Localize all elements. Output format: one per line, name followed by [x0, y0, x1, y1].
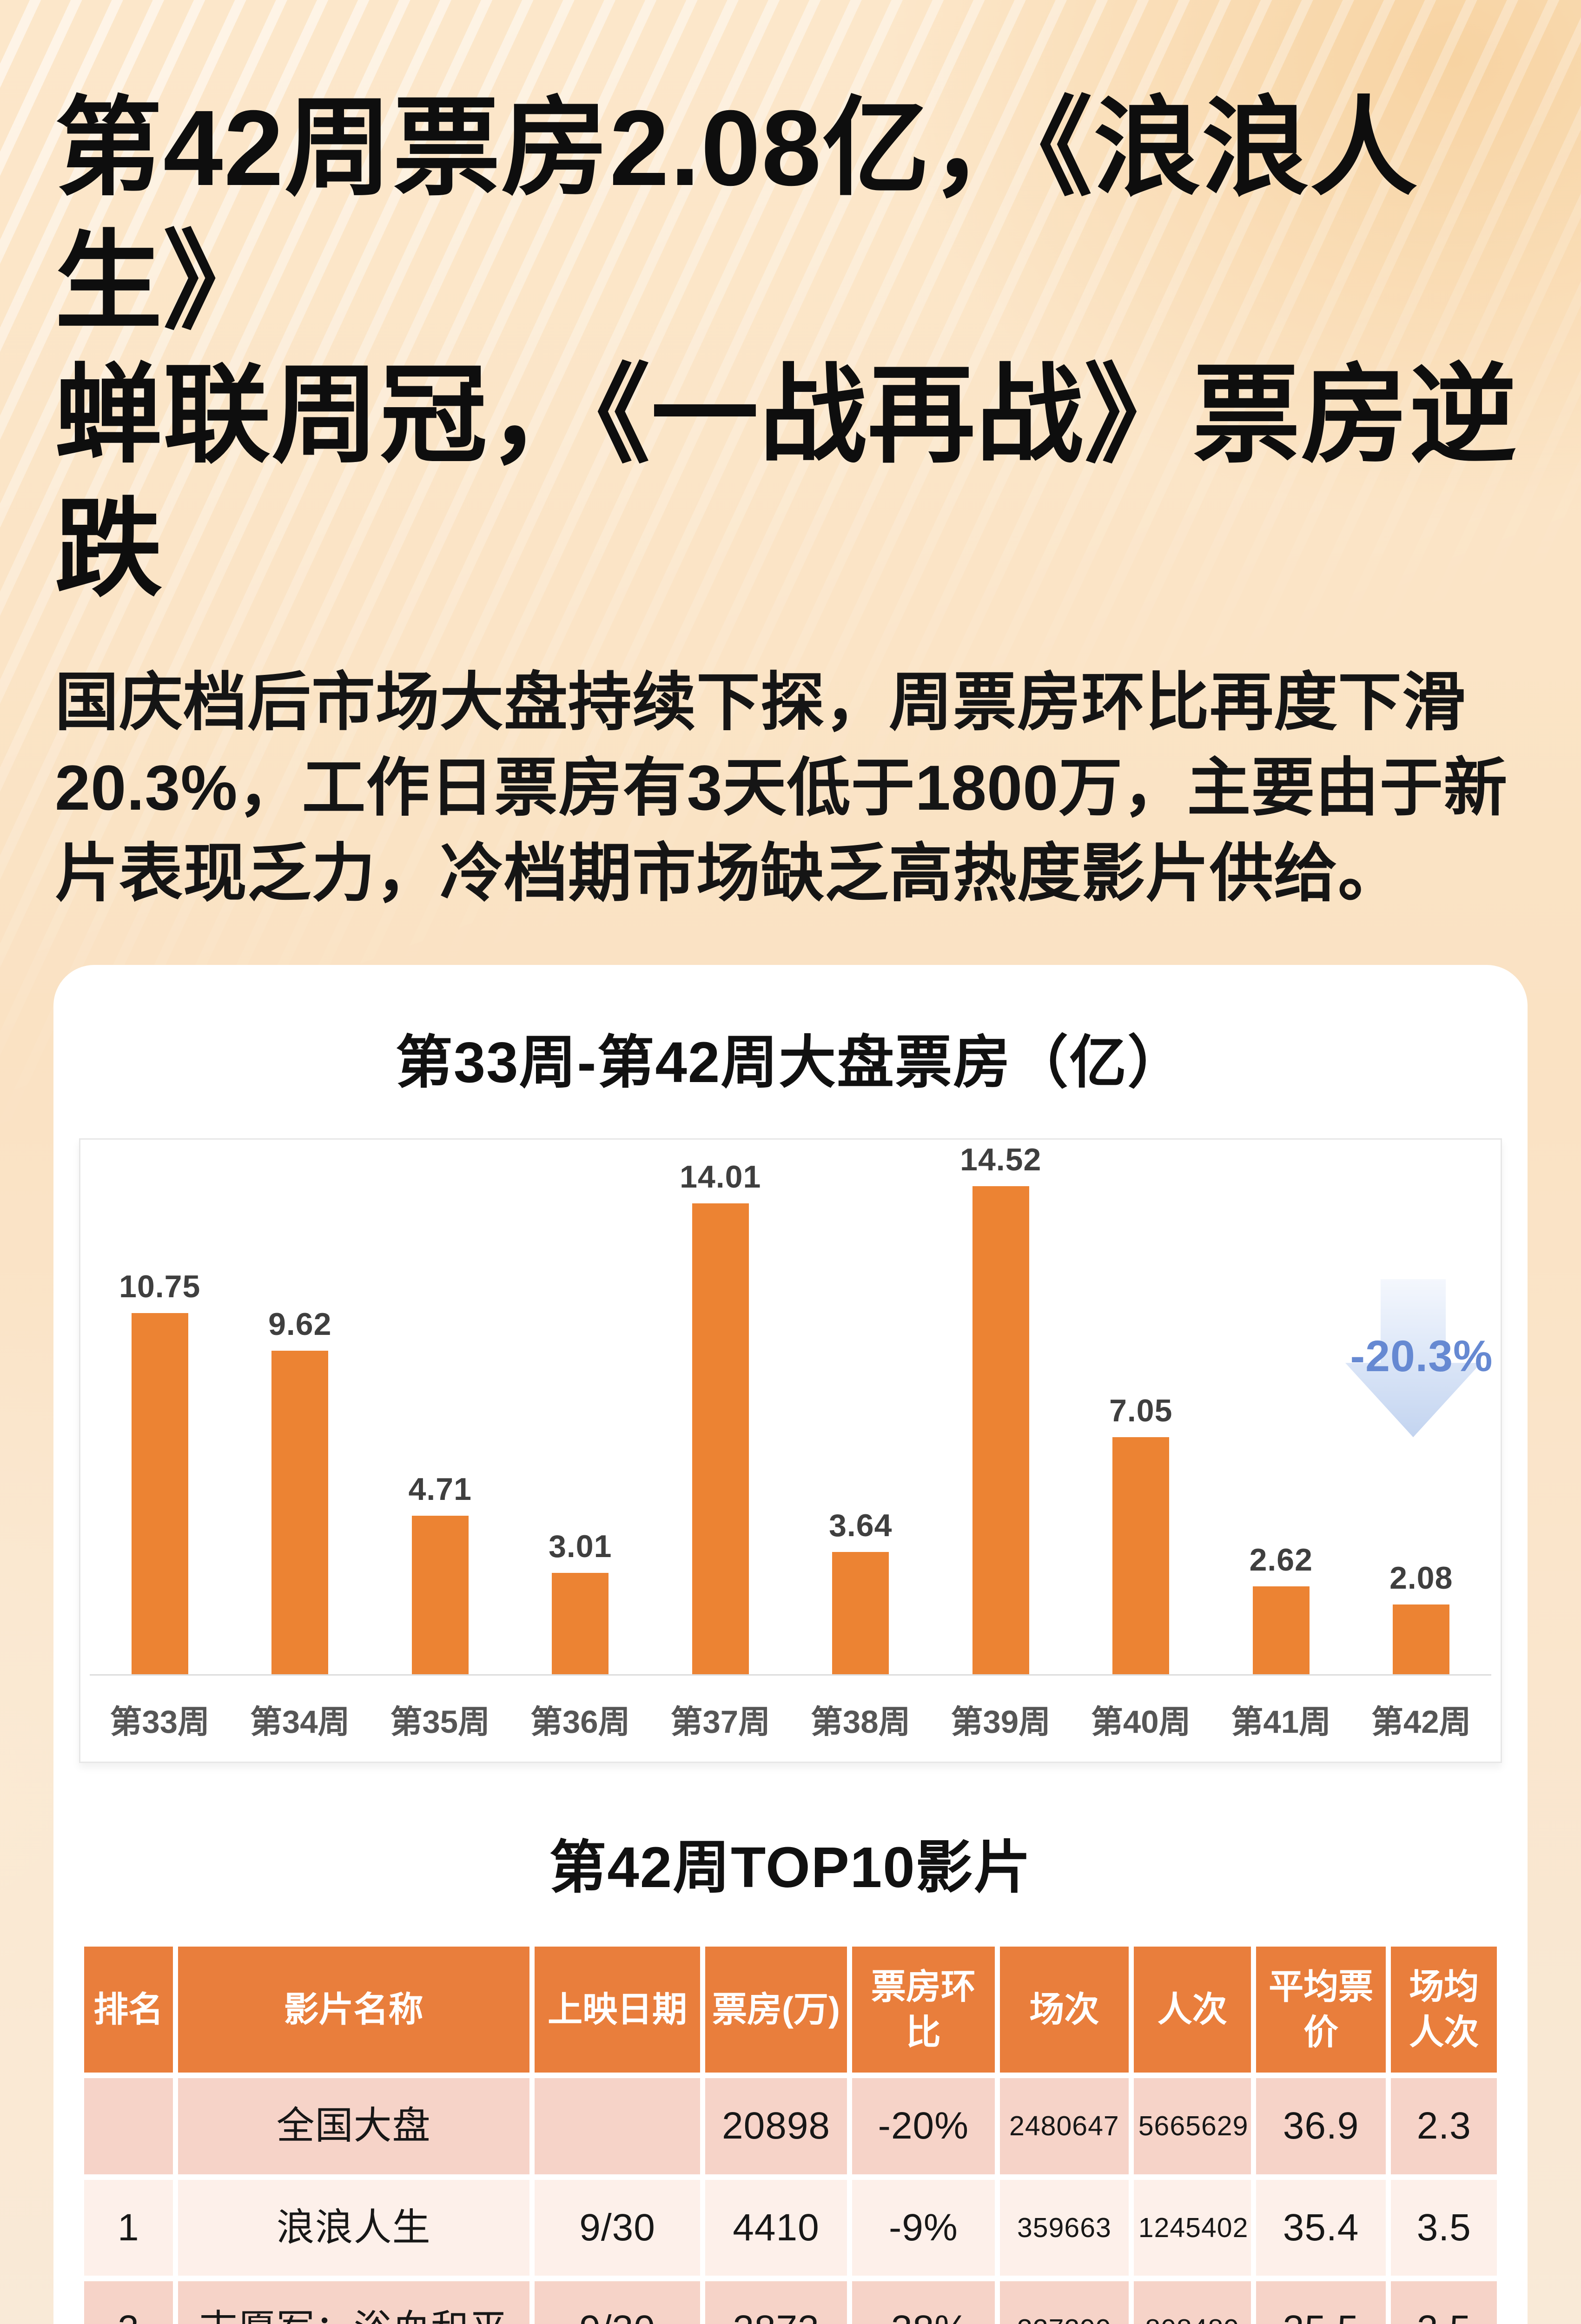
sessions-cell: 2480647 [1000, 2078, 1129, 2174]
x-axis-label: 第41周 [1231, 1703, 1331, 1740]
table-head: 排名 影片名称 上映日期 票房(万) 票房环比 场次 人次 平均票价 场均人次 [84, 1947, 1497, 2073]
movie-name-cell: 志愿军：浴血和平 [178, 2281, 529, 2324]
x-axis-label: 第37周 [670, 1703, 771, 1740]
x-axis-label: 第36周 [530, 1703, 630, 1740]
top10-table: 排名 影片名称 上映日期 票房(万) 票房环比 场次 人次 平均票价 场均人次 全国大盘 2089… [79, 1941, 1502, 2324]
boxoffice-cell: 20898 [705, 2078, 847, 2174]
bars-row: -20.3% 10.75 9.62 4.71 3.01 14.01 3.64 14.52 7.… [90, 1140, 1493, 1676]
column-header: 平均票价 [1256, 1947, 1386, 2073]
x-axis-label: 第38周 [810, 1703, 911, 1740]
admissions-cell: 1245402 [1133, 2179, 1251, 2276]
table-row: 全国大盘 20898 -20% 2480647 5665629 36.9 2.3 [84, 2078, 1497, 2174]
bar [1252, 1586, 1310, 1675]
bar-value-label: 7.05 [1109, 1393, 1173, 1429]
admissions-cell: 808489 [1133, 2281, 1251, 2324]
avg-admissions-cell: 2.5 [1391, 2281, 1497, 2324]
sessions-cell: 359663 [1000, 2179, 1129, 2276]
x-axis-label: 第40周 [1091, 1703, 1191, 1740]
bar-value-label: 10.75 [119, 1269, 201, 1305]
bar [832, 1552, 889, 1675]
release-date-cell [534, 2078, 701, 2174]
bar-value-label: 14.52 [960, 1142, 1042, 1178]
bar-value-label: 3.01 [549, 1529, 612, 1565]
table-body: 全国大盘 20898 -20% 2480647 5665629 36.9 2.3 1 浪浪人生 9… [84, 2078, 1497, 2324]
white-card: 第33周-第42周大盘票房（亿） -20.3% 10.75 9.62 4.71 3.0… [53, 965, 1528, 2324]
admissions-cell: 5665629 [1133, 2078, 1251, 2174]
bar-value-label: 3.64 [829, 1508, 893, 1544]
avg-admissions-cell: 3.5 [1391, 2179, 1497, 2276]
rank-number: 1 [117, 2206, 139, 2249]
bar-slot: 3.64 [791, 1507, 931, 1675]
bar-slot: 9.62 [230, 1306, 370, 1675]
x-axis-label: 第35周 [390, 1703, 490, 1740]
bar-slot: 3.01 [510, 1528, 651, 1675]
bar-slot: 2.62 [1211, 1542, 1351, 1675]
sessions-cell: 327299 [1000, 2281, 1129, 2324]
column-header: 影片名称 [178, 1947, 529, 2073]
bar-slot: 2.08 [1351, 1560, 1492, 1675]
bar-value-label: 4.71 [408, 1472, 472, 1507]
x-axis-label: 第33周 [110, 1703, 210, 1740]
boxoffice-cell: 2873 [705, 2281, 847, 2324]
bar [972, 1186, 1029, 1675]
release-date-cell: 9/30 [534, 2179, 701, 2276]
decline-annotation: -20.3% [1350, 1332, 1493, 1381]
bar-value-label: 2.62 [1249, 1542, 1313, 1578]
rank-cell: 1 [84, 2179, 173, 2276]
page-title-line1: 第42周票房2.08亿，《浪浪人生》 [55, 88, 1419, 342]
boxoffice-cell: 4410 [705, 2179, 847, 2276]
avg-price-cell: 35.4 [1256, 2179, 1386, 2276]
bar-value-label: 2.08 [1389, 1560, 1453, 1596]
wow-cell: -9% [852, 2179, 995, 2276]
bar-slot: 14.52 [931, 1142, 1071, 1675]
column-header: 上映日期 [534, 1947, 701, 2073]
column-header: 票房环比 [852, 1947, 995, 2073]
summary-paragraph: 国庆档后市场大盘持续下探，周票房环比再度下滑20.3%，工作日票房有3天低于18… [55, 667, 1508, 909]
bar-value-label: 9.62 [268, 1307, 332, 1342]
avg-price-cell: 35.5 [1256, 2281, 1386, 2324]
rank-cell [84, 2078, 173, 2174]
wow-cell: -20% [852, 2078, 995, 2174]
bar-chart: -20.3% 10.75 9.62 4.71 3.01 14.01 3.64 14.52 7.… [79, 1138, 1502, 1763]
bar-slot: 4.71 [370, 1471, 510, 1675]
movie-name-cell: 全国大盘 [178, 2078, 529, 2174]
column-header: 排名 [84, 1947, 173, 2073]
avg-price-cell: 36.9 [1256, 2078, 1386, 2174]
chart-title: 第33周-第42周大盘票房（亿） [395, 1031, 1186, 1095]
x-axis-label: 第34周 [250, 1703, 350, 1740]
page-title: 第42周票房2.08亿，《浪浪人生》 蝉联周冠，《一战再战》票房逆跌 [55, 81, 1526, 616]
rank-number: 2 [118, 2308, 139, 2324]
column-header: 场均人次 [1391, 1947, 1497, 2073]
bar [1112, 1437, 1170, 1675]
table-row: 2 志愿军：浴血和平9/302873-38%32729980848935.52.5 [84, 2281, 1497, 2324]
avg-admissions-cell: 2.3 [1391, 2078, 1497, 2174]
column-header: 人次 [1133, 1947, 1251, 2073]
bar-slot: 10.75 [90, 1268, 230, 1675]
column-header: 场次 [1000, 1947, 1129, 2073]
page-title-line2: 蝉联周冠，《一战再战》票房逆跌 [55, 355, 1518, 609]
table-header-row: 排名 影片名称 上映日期 票房(万) 票房环比 场次 人次 平均票价 场均人次 [84, 1947, 1497, 2073]
x-axis-label: 第39周 [951, 1703, 1051, 1740]
bar [131, 1313, 188, 1675]
table-row: 1 浪浪人生 9/30 4410 -9% 359663 1245402 35.4 3.5 [84, 2179, 1497, 2276]
release-date-cell: 9/30 [534, 2281, 701, 2324]
bar-slot: 14.01 [650, 1159, 791, 1675]
x-axis-labels: 第33周 第34周 第35周 第36周 第37周 第38周 第39周 第40周 第41周 第42周 [90, 1676, 1491, 1762]
bar [1393, 1604, 1450, 1675]
wow-cell: -38% [852, 2281, 995, 2324]
rank-cell: 2 [84, 2281, 173, 2324]
bar-value-label: 14.01 [680, 1159, 761, 1195]
column-header: 票房(万) [705, 1947, 847, 2073]
movie-name-cell: 浪浪人生 [178, 2179, 529, 2276]
bar [411, 1516, 469, 1675]
bar [692, 1203, 749, 1675]
x-axis-label: 第42周 [1371, 1703, 1471, 1740]
bar-slot: 7.05 [1071, 1393, 1211, 1675]
table-title: 第42周TOP10影片 [549, 1836, 1032, 1900]
bar [552, 1573, 609, 1675]
bar [271, 1351, 329, 1675]
